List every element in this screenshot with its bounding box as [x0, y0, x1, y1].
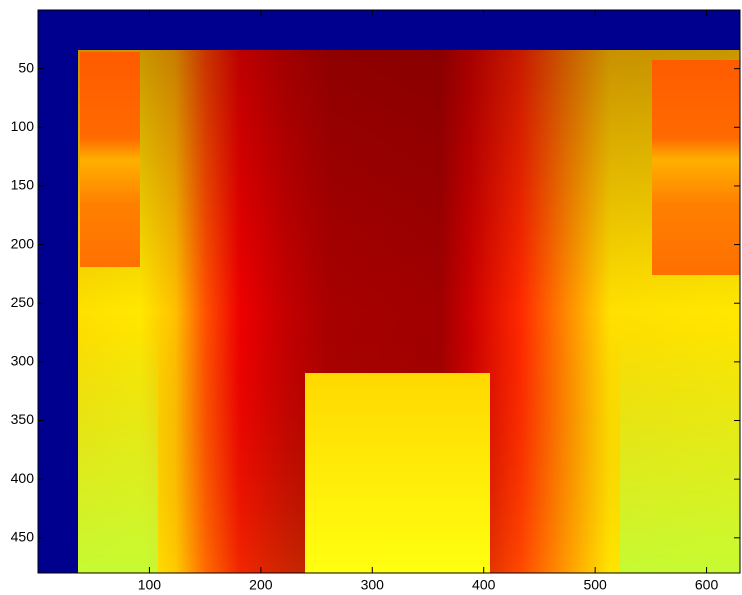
- x-tick-label: 600: [695, 577, 719, 593]
- x-tick-label: 400: [472, 577, 496, 593]
- y-tick-label: 250: [11, 294, 35, 310]
- y-tick-label: 450: [11, 529, 35, 545]
- x-tick-label: 200: [249, 577, 273, 593]
- y-tick-label: 300: [11, 353, 35, 369]
- y-tick-label: 350: [11, 411, 35, 427]
- x-tick-label: 500: [583, 577, 607, 593]
- y-tick-label: 100: [11, 118, 35, 134]
- page: 100 200 300 400 500 600 50 100 150 200 250 300 350 40…: [0, 0, 742, 595]
- y-tick-label: 50: [18, 59, 34, 75]
- x-tick-label: 300: [361, 577, 385, 593]
- y-tick-label: 200: [11, 235, 35, 251]
- chart: 100 200 300 400 500 600 50 100 150 200 250 300 350 40…: [0, 0, 742, 595]
- y-tick-label: 400: [11, 470, 35, 486]
- x-tick-label: 100: [138, 577, 162, 593]
- y-tick-label: 150: [11, 177, 35, 193]
- depth-image: [38, 10, 740, 573]
